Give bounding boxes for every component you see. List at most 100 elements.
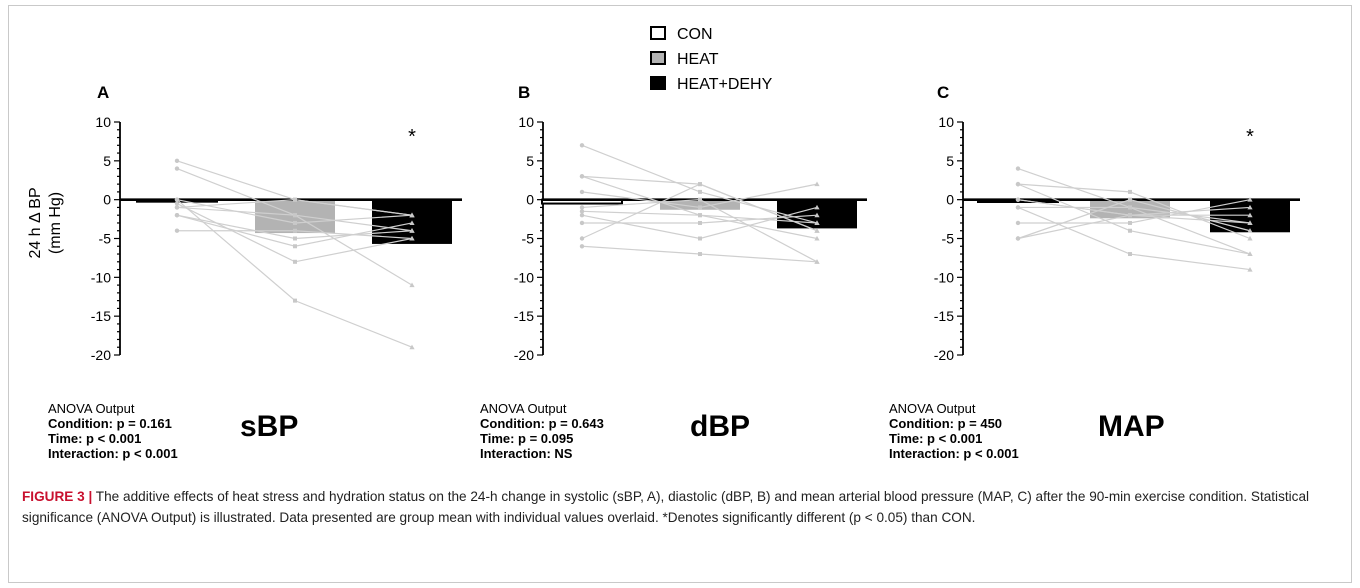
legend-swatch-3 [650,76,666,90]
individual-point [579,174,585,179]
anova-interaction: Interaction: p < 0.001 [889,446,1019,461]
individual-point [1015,220,1021,226]
y-tick-label: 10 [518,114,534,130]
individual-point [1015,166,1021,171]
individual-point [409,344,415,350]
individual-point [698,205,702,210]
individual-point [293,213,297,218]
anova-interaction: Interaction: NS [480,446,573,461]
legend-swatch-2 [650,51,666,65]
individual-point [1128,220,1132,225]
individual-point [698,252,702,257]
panel-letter-c: C [937,83,949,102]
individual-point [409,212,415,218]
figure-caption: FIGURE 3 | The additive effects of heat … [22,486,1342,528]
individual-point [1247,212,1253,218]
y-tick-label: 0 [526,192,534,208]
individual-point [1247,266,1253,272]
individual-point [174,228,180,233]
individual-point [293,220,297,225]
individual-point [814,204,820,210]
individual-point [174,205,180,210]
y-tick-label: -20 [514,347,534,363]
individual-point [579,205,585,210]
legend-swatch-1 [650,26,666,40]
legend-label-2: HEAT [677,51,719,68]
legend-label-1: CON [677,26,713,43]
individual-point [814,181,820,187]
individual-point [1128,213,1132,218]
individual-point [1247,204,1253,210]
individual-point [293,244,297,249]
y-tick-label: -5 [942,231,955,247]
y-tick-label: -10 [934,269,954,285]
anova-title: ANOVA Output [48,401,135,416]
y-tick-label: -10 [514,269,534,285]
individual-point [174,201,180,206]
y-tick-label: -20 [91,347,111,363]
individual-point [1247,228,1253,233]
individual-point [1247,235,1253,241]
individual-point [698,189,702,194]
anova-title: ANOVA Output [889,401,976,416]
individual-point [814,212,820,218]
y-tick-label: -10 [91,269,111,285]
individual-point [1247,220,1253,225]
individual-point [1128,252,1132,257]
y-tick-label: 10 [938,114,954,130]
anova-condition: Condition: p = 450 [889,416,1003,431]
individual-point [409,220,415,225]
individual-point [579,213,585,218]
individual-point [814,235,820,241]
y-axis-label-line2: (mm Hg) [47,192,64,254]
individual-point [409,282,415,288]
caption-text: The additive effects of heat stress and … [22,489,1310,525]
figure-frame [8,5,1352,583]
individual-point [1128,228,1132,233]
bar-b-2 [660,199,740,210]
individual-point [1015,181,1021,187]
individual-point [293,197,297,202]
y-tick-label: 0 [103,192,111,208]
anova-output-a: ANOVA Output Condition: p = 0.161 Time: … [48,401,178,461]
individual-point [579,209,585,214]
y-tick-label: 5 [526,153,534,169]
individual-point [1015,205,1021,210]
anova-output-c: ANOVA Output Condition: p = 450 Time: p … [889,401,1019,461]
y-tick-label: 5 [103,153,111,169]
individual-point [579,236,585,241]
individual-point [293,298,297,303]
figure-chart: CON HEAT HEAT+DEHY A 10 5 0 -5 -10 -15 -20 24 h Δ B… [27,26,1300,363]
y-tick-label: 10 [95,114,111,130]
individual-point [579,143,585,148]
anova-condition: Condition: p = 0.643 [480,416,604,431]
individual-point [293,228,297,233]
individual-point [698,236,702,241]
individual-point [409,235,415,241]
y-tick-label: 0 [946,192,954,208]
legend-label-3: HEAT+DEHY [677,76,773,93]
y-tick-label: -5 [99,231,112,247]
individual-point [814,228,820,233]
anova-time: Time: p < 0.001 [889,431,983,446]
individual-point [174,213,180,218]
y-axis-label-line1: 24 h Δ BP [27,187,44,258]
anova-title: ANOVA Output [480,401,567,416]
panel-name-b: dBP [690,410,750,443]
individual-point [814,259,820,264]
panel-name-c: MAP [1098,410,1165,443]
individual-point [698,213,702,218]
individual-point [698,220,702,225]
caption-title: FIGURE 3 | [22,489,93,504]
anova-time: Time: p = 0.095 [480,431,574,446]
y-tick-label: -20 [934,347,954,363]
significance-marker-c: * [1246,126,1254,148]
individual-point [579,244,585,249]
y-tick-label: -15 [514,308,534,324]
individual-point [293,259,297,264]
individual-point [293,236,297,241]
individual-point [1128,205,1132,210]
individual-point [579,189,585,195]
individual-point [409,228,415,233]
panel-letter-a: A [97,83,109,102]
